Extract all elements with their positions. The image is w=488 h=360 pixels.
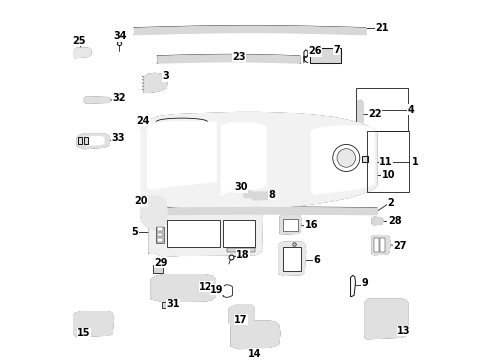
Bar [283, 219, 297, 230]
Bar [157, 227, 163, 230]
Text: 6: 6 [312, 256, 319, 265]
Bar [361, 156, 367, 162]
Text: 26: 26 [307, 46, 321, 56]
Bar [162, 302, 170, 308]
Text: 7: 7 [332, 45, 339, 55]
Bar [84, 137, 88, 144]
Text: 34: 34 [113, 31, 126, 41]
Bar [310, 48, 340, 63]
Polygon shape [141, 112, 376, 208]
Text: 33: 33 [111, 133, 124, 143]
Text: 21: 21 [374, 23, 388, 33]
Text: 16: 16 [304, 220, 318, 230]
Polygon shape [371, 217, 383, 225]
Text: 18: 18 [236, 250, 249, 260]
Polygon shape [357, 100, 362, 126]
Text: 20: 20 [134, 197, 147, 206]
Bar [166, 220, 220, 247]
Polygon shape [228, 305, 253, 324]
Text: 9: 9 [361, 278, 367, 288]
Polygon shape [230, 321, 280, 349]
Polygon shape [77, 134, 109, 149]
Bar [283, 247, 301, 271]
Text: 12: 12 [199, 282, 212, 292]
Text: 29: 29 [154, 258, 167, 267]
Bar [366, 131, 408, 192]
Polygon shape [143, 123, 157, 135]
Bar [226, 248, 255, 252]
Circle shape [332, 144, 359, 171]
Polygon shape [84, 97, 110, 103]
Bar [379, 238, 384, 252]
Bar [355, 87, 407, 131]
Text: 22: 22 [367, 109, 381, 119]
Polygon shape [147, 122, 216, 189]
Polygon shape [280, 215, 301, 234]
Text: 1: 1 [411, 157, 418, 167]
Text: 19: 19 [209, 285, 223, 294]
Bar [373, 238, 378, 252]
Bar [157, 238, 163, 242]
Text: 27: 27 [393, 240, 407, 251]
Text: 25: 25 [73, 36, 86, 46]
Polygon shape [244, 191, 252, 198]
Text: 17: 17 [234, 315, 247, 324]
Polygon shape [84, 137, 104, 145]
Text: 23: 23 [232, 52, 245, 62]
Polygon shape [74, 48, 91, 58]
Polygon shape [144, 73, 166, 93]
Text: 31: 31 [166, 299, 180, 309]
Bar [157, 233, 163, 236]
Text: 8: 8 [268, 190, 275, 200]
Polygon shape [364, 299, 407, 339]
Text: 4: 4 [407, 104, 413, 114]
Polygon shape [251, 192, 271, 200]
Text: 5: 5 [131, 227, 138, 237]
Polygon shape [74, 312, 113, 337]
Text: 14: 14 [248, 349, 262, 359]
Bar [156, 227, 164, 243]
Polygon shape [151, 275, 215, 302]
Polygon shape [221, 123, 265, 196]
Bar [78, 137, 82, 144]
Text: 32: 32 [112, 93, 126, 103]
Circle shape [336, 149, 355, 167]
Bar [153, 265, 163, 273]
Text: 11: 11 [378, 157, 392, 167]
Text: 3: 3 [163, 71, 169, 81]
Polygon shape [311, 126, 373, 194]
Polygon shape [279, 242, 305, 275]
Text: 15: 15 [77, 328, 90, 338]
Polygon shape [371, 235, 389, 255]
Polygon shape [149, 211, 262, 257]
Text: 24: 24 [137, 116, 150, 126]
Text: 2: 2 [387, 198, 394, 208]
Polygon shape [141, 196, 167, 230]
Text: 28: 28 [387, 216, 401, 226]
Text: 13: 13 [396, 326, 410, 336]
Text: 30: 30 [234, 182, 247, 192]
Bar [223, 220, 255, 247]
Text: 10: 10 [381, 170, 394, 180]
